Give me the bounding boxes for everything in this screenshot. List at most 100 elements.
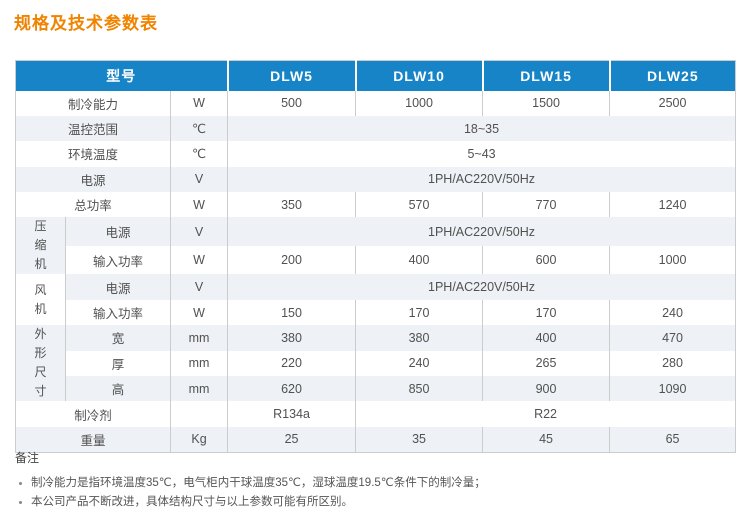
note-item: 制冷能力是指环境温度35℃，电气柜内干球温度35℃，湿球温度19.5℃条件下的制… xyxy=(31,474,735,492)
value-cell: 1500 xyxy=(482,90,611,116)
value-cell: 850 xyxy=(355,376,484,402)
row-label-compressor-power: 电源 xyxy=(65,217,171,246)
value-cell: 220 xyxy=(227,350,357,377)
row-label-weight: 重量 xyxy=(15,426,171,453)
unit-cell: W xyxy=(170,192,229,218)
value-cell: 1000 xyxy=(609,245,737,275)
merged-value-cell: 18~35 xyxy=(227,115,737,142)
merged-value-cell: 1PH/AC220V/50Hz xyxy=(227,274,737,300)
value-cell: 2500 xyxy=(609,90,737,116)
merged-value-cell: 1PH/AC220V/50Hz xyxy=(227,166,737,193)
value-cell: 170 xyxy=(482,299,611,326)
row-label-compressor-input: 输入功率 xyxy=(65,245,171,275)
unit-cell: V xyxy=(170,217,229,246)
row-cooling-capacity: 制冷能力 W 500 1000 1500 2500 xyxy=(15,90,737,116)
row-ambient-temp: 环境温度 ℃ 5~43 xyxy=(15,141,737,167)
row-total-power: 总功率 W 350 570 770 1240 xyxy=(15,192,737,218)
value-cell: 65 xyxy=(609,426,737,453)
row-compressor-power-supply: 压缩机 电源 V 1PH/AC220V/50Hz xyxy=(15,217,737,275)
merged-value-cell: 5~43 xyxy=(227,141,737,167)
row-label-fan-power: 电源 xyxy=(65,274,171,300)
header-model-dlw5: DLW5 xyxy=(226,60,356,91)
unit-cell: W xyxy=(170,90,229,116)
header-model-dlw10: DLW10 xyxy=(354,60,483,91)
row-dimension-width: 外形尺寸 宽 mm 380 380 400 470 xyxy=(15,325,737,402)
group-label-fan: 风机 xyxy=(15,274,66,326)
value-cell: 400 xyxy=(482,325,611,351)
unit-cell: ℃ xyxy=(170,115,229,142)
value-cell: 170 xyxy=(355,299,484,326)
value-cell: 470 xyxy=(609,325,737,351)
row-label-height: 高 xyxy=(65,376,171,402)
value-cell: 35 xyxy=(355,426,484,453)
row-weight: 重量 Kg 25 35 45 65 xyxy=(15,426,737,453)
value-cell: 240 xyxy=(355,350,484,377)
value-cell: 380 xyxy=(355,325,484,351)
value-cell: 1240 xyxy=(609,192,737,218)
table-header-row: 型号 DLW5 DLW10 DLW15 DLW25 xyxy=(15,60,736,91)
row-refrigerant: 制冷剂 R134a R22 xyxy=(15,401,737,427)
header-model-label: 型号 xyxy=(15,60,228,91)
header-model-dlw25: DLW25 xyxy=(608,60,736,91)
page-title: 规格及技术参数表 xyxy=(14,14,158,33)
unit-cell: mm xyxy=(170,376,229,402)
value-cell: R134a xyxy=(227,401,357,427)
row-label-refrigerant: 制冷剂 xyxy=(15,401,171,427)
group-label-text: 外形尺寸 xyxy=(34,327,47,399)
value-cell: 900 xyxy=(482,376,611,402)
value-cell: 1090 xyxy=(609,376,737,402)
value-cell: 240 xyxy=(609,299,737,326)
row-label-cooling-capacity: 制冷能力 xyxy=(15,90,171,116)
row-dimension-depth: 厚 mm 220 240 265 280 xyxy=(16,350,737,377)
value-cell: 350 xyxy=(227,192,357,218)
row-label-temp-control-range: 温控范围 xyxy=(15,115,171,142)
spec-table: 型号 DLW5 DLW10 DLW15 DLW25 制冷能力 W 500 100… xyxy=(15,60,737,453)
unit-cell: W xyxy=(170,299,229,326)
value-cell: 265 xyxy=(482,350,611,377)
row-label-power-supply: 电源 xyxy=(15,166,171,193)
row-power-supply: 电源 V 1PH/AC220V/50Hz xyxy=(15,166,737,193)
unit-cell: W xyxy=(170,245,229,275)
unit-cell: V xyxy=(170,274,229,300)
value-cell: 280 xyxy=(609,350,737,377)
unit-cell: mm xyxy=(170,350,229,377)
group-label-text: 风机 xyxy=(34,282,47,316)
row-fan-input-power: 输入功率 W 150 170 170 240 xyxy=(16,299,737,326)
value-cell: 25 xyxy=(227,426,357,453)
row-dimension-height: 高 mm 620 850 900 1090 xyxy=(16,376,737,402)
value-cell: 400 xyxy=(355,245,484,275)
row-fan-power-supply: 风机 电源 V 1PH/AC220V/50Hz xyxy=(15,274,737,326)
row-label-total-power: 总功率 xyxy=(15,192,171,218)
value-cell: 1000 xyxy=(355,90,484,116)
unit-cell: mm xyxy=(170,325,229,351)
header-model-dlw15: DLW15 xyxy=(481,60,610,91)
notes-heading: 备注 xyxy=(15,451,40,465)
row-label-depth: 厚 xyxy=(65,350,171,377)
row-compressor-input-power: 输入功率 W 200 400 600 1000 xyxy=(16,245,737,275)
unit-cell xyxy=(170,401,229,427)
value-cell: 150 xyxy=(227,299,357,326)
unit-cell: ℃ xyxy=(170,141,229,167)
merged-value-cell: 1PH/AC220V/50Hz xyxy=(227,217,737,246)
value-cell: 600 xyxy=(482,245,611,275)
value-cell: 380 xyxy=(227,325,357,351)
unit-cell: V xyxy=(170,166,229,193)
group-label-dimensions: 外形尺寸 xyxy=(15,325,66,402)
row-temp-control-range: 温控范围 ℃ 18~35 xyxy=(15,115,737,142)
value-cell: 620 xyxy=(227,376,357,402)
merged-value-cell: R22 xyxy=(355,401,737,427)
value-cell: 500 xyxy=(227,90,357,116)
row-label-fan-input: 输入功率 xyxy=(65,299,171,326)
unit-cell: Kg xyxy=(170,426,229,453)
notes-section: 备注 制冷能力是指环境温度35℃，电气柜内干球温度35℃，湿球温度19.5℃条件… xyxy=(15,449,735,512)
value-cell: 200 xyxy=(227,245,357,275)
note-item: 本公司产品不断改进，具体结构尺寸与以上参数可能有所区别。 xyxy=(31,493,735,511)
notes-list: 制冷能力是指环境温度35℃，电气柜内干球温度35℃，湿球温度19.5℃条件下的制… xyxy=(15,474,735,511)
value-cell: 45 xyxy=(482,426,611,453)
value-cell: 570 xyxy=(355,192,484,218)
row-label-width: 宽 xyxy=(65,325,171,351)
row-label-ambient-temp: 环境温度 xyxy=(15,141,171,167)
group-label-compressor: 压缩机 xyxy=(15,217,66,275)
value-cell: 770 xyxy=(482,192,611,218)
group-label-text: 压缩机 xyxy=(34,219,47,272)
